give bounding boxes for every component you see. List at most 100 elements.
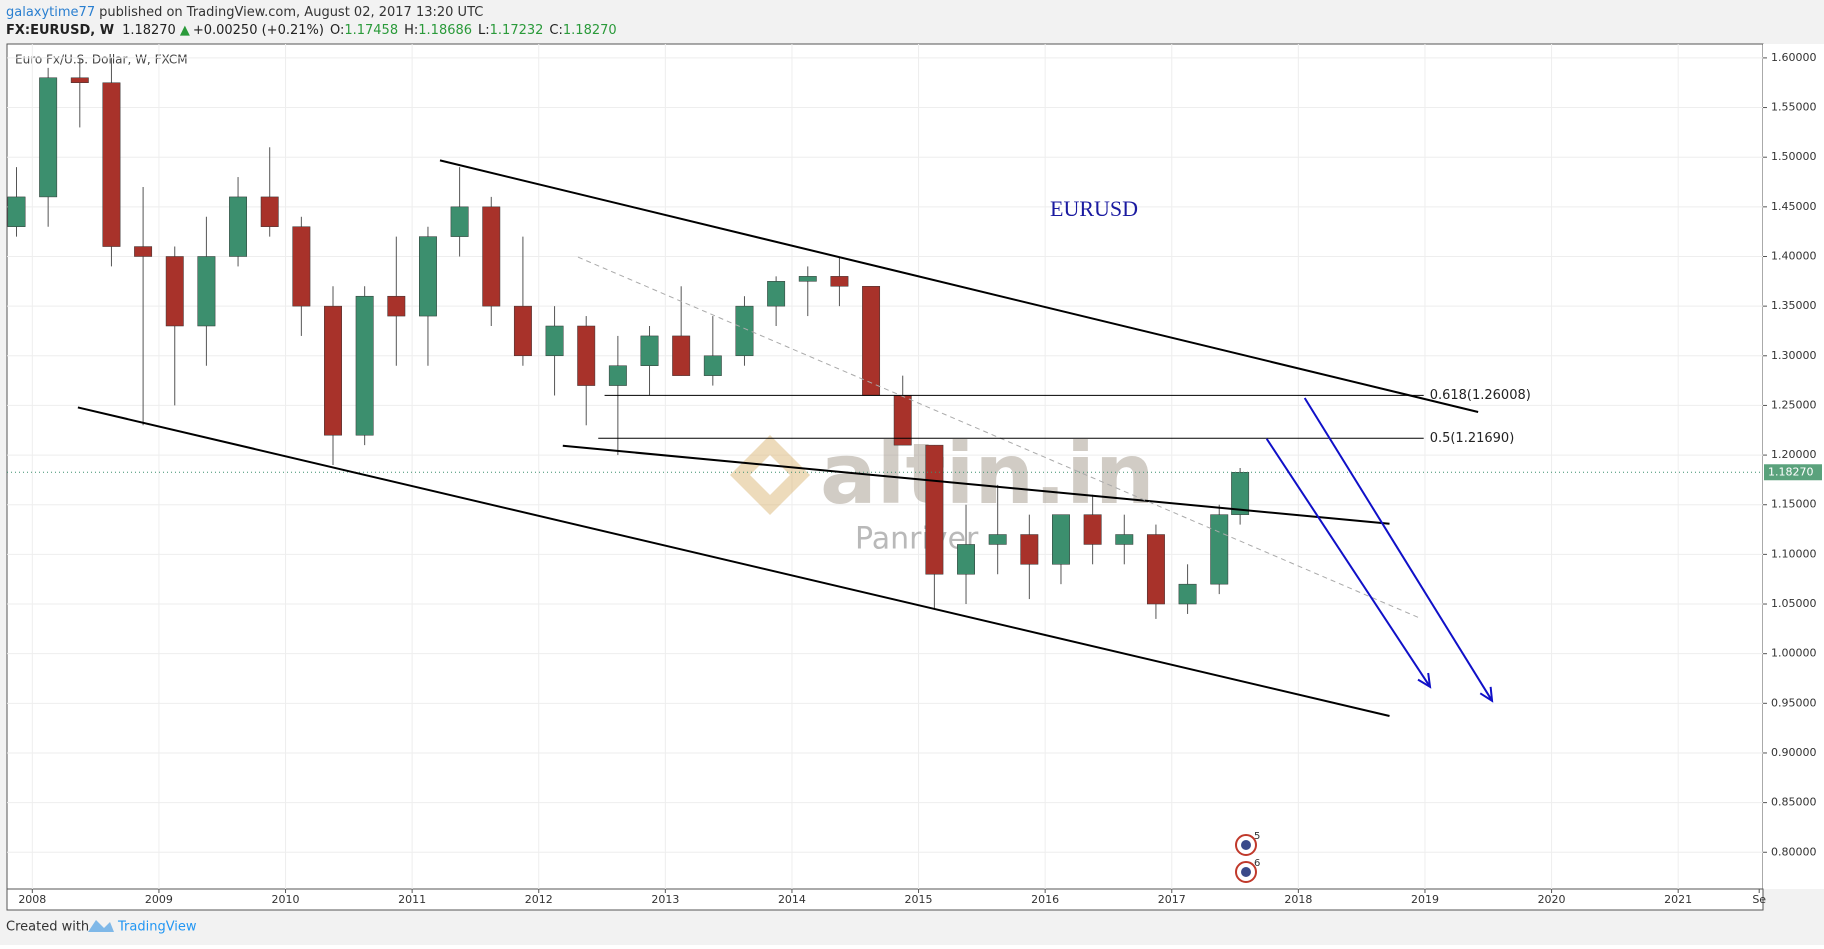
y-tick-label: 1.40000 xyxy=(1771,249,1817,262)
candle-body xyxy=(197,256,216,327)
candle-body xyxy=(798,276,817,282)
candle-body xyxy=(672,335,691,376)
x-tick-label: 2010 xyxy=(272,893,300,906)
ohlc-key: C: xyxy=(549,23,562,38)
y-tick-label: 1.50000 xyxy=(1771,150,1817,163)
arrow: ▲ xyxy=(180,23,190,38)
candle-body xyxy=(324,305,342,436)
footer-brand[interactable]: TradingView xyxy=(117,920,197,935)
x-tick-label: 2017 xyxy=(1158,893,1186,906)
x-tick-label: 2013 xyxy=(651,893,679,906)
candle-body xyxy=(703,355,722,376)
y-tick-label: 1.35000 xyxy=(1771,299,1817,312)
ohlc-value: 1.17232 xyxy=(490,23,544,38)
candle-body xyxy=(1231,472,1250,515)
ohlc-key: H: xyxy=(404,23,418,38)
candle-body xyxy=(640,335,659,366)
candle-body xyxy=(830,276,849,287)
candle-body xyxy=(735,305,754,357)
candle-body xyxy=(450,206,469,237)
annotation: EURUSD xyxy=(1050,196,1138,221)
x-tick-label: 2021 xyxy=(1664,893,1692,906)
candle-body xyxy=(134,246,153,257)
footer-created: Created with xyxy=(6,920,89,935)
candle-body xyxy=(1115,534,1134,545)
y-tick-label: 1.00000 xyxy=(1771,647,1817,660)
y-tick-label: 0.80000 xyxy=(1771,845,1817,858)
candle-body xyxy=(513,305,532,357)
candle-body xyxy=(292,226,311,307)
arrow-head xyxy=(1479,686,1494,703)
watermark: altin.in Panriver xyxy=(730,425,1155,557)
y-tick-label: 1.55000 xyxy=(1771,101,1817,114)
y-tick-label: 1.30000 xyxy=(1771,349,1817,362)
candle-body xyxy=(70,77,89,83)
x-tick-label: Se xyxy=(1752,893,1766,906)
ohlc-key: O: xyxy=(330,23,344,38)
trendline xyxy=(562,444,1390,525)
x-tick-label: 2011 xyxy=(398,893,426,906)
y-tick-label: 0.85000 xyxy=(1771,796,1817,809)
candle-body xyxy=(355,295,374,436)
watermark-brand: altin.in xyxy=(820,425,1155,523)
publisher[interactable]: galaxytime77 xyxy=(6,5,95,20)
fib-label: 0.5(1.21690) xyxy=(1430,431,1515,446)
x-tick-label: 2012 xyxy=(525,893,553,906)
x-tick-label: 2020 xyxy=(1538,893,1566,906)
candle-body xyxy=(39,77,58,198)
grid xyxy=(7,44,1763,889)
ohlc: O:1.17458 H:1.18686 L:1.17232 C:1.18270 xyxy=(330,23,617,38)
plot-area xyxy=(6,43,1764,890)
fib-label: 0.618(1.26008) xyxy=(1430,388,1531,403)
y-tick-label: 1.10000 xyxy=(1771,547,1817,560)
arrow xyxy=(1265,438,1431,688)
legend: Euro Fx/U.S. Dollar, W, FXCM xyxy=(15,53,188,67)
candle-body xyxy=(165,256,184,327)
header-line-2: FX:EURUSD, W 1.18270 ▲ +0.00250 (+0.21%) O:1… xyxy=(6,23,617,38)
symbol: FX:EURUSD, W xyxy=(6,23,114,38)
header-line-1: galaxytime77 published on TradingView.com… xyxy=(6,5,483,20)
candle-body xyxy=(1020,534,1039,565)
event-count: 6 xyxy=(1254,858,1260,869)
candle-body xyxy=(988,534,1007,545)
candle-body xyxy=(102,82,121,247)
y-tick-label: 1.45000 xyxy=(1771,200,1817,213)
candle-body xyxy=(1210,514,1229,585)
candle-body xyxy=(957,544,975,575)
footer-logo xyxy=(88,920,114,932)
candle-body xyxy=(7,196,26,227)
candle-body xyxy=(1146,534,1165,605)
candle-body xyxy=(1083,514,1102,545)
candle-body xyxy=(767,281,786,307)
candle-body xyxy=(577,325,596,386)
candle-body xyxy=(545,325,564,357)
ohlc-value: 1.17458 xyxy=(344,23,398,38)
x-tick-label: 2009 xyxy=(145,893,173,906)
x-tick-label: 2014 xyxy=(778,893,806,906)
x-tick-label: 2018 xyxy=(1284,893,1312,906)
time-axis xyxy=(6,888,1764,911)
x-tick-label: 2015 xyxy=(905,893,933,906)
last-price-box xyxy=(1764,464,1822,481)
candle-body xyxy=(1052,514,1070,565)
candle-body xyxy=(260,196,279,227)
x-tick-label: 2008 xyxy=(18,893,46,906)
candle-body xyxy=(893,395,912,446)
last-price-label: 1.18270 xyxy=(1768,465,1814,478)
watermark-logo xyxy=(730,435,810,515)
x-tick-label: 2016 xyxy=(1031,893,1059,906)
trendline xyxy=(77,406,1390,718)
candle-body xyxy=(419,236,437,317)
change: +0.00250 (+0.21%) xyxy=(193,23,324,38)
y-tick-label: 0.95000 xyxy=(1771,696,1817,709)
event-icon-inner xyxy=(1241,840,1251,850)
y-tick-label: 1.25000 xyxy=(1771,398,1817,411)
y-tick-label: 1.05000 xyxy=(1771,597,1817,610)
candle-body xyxy=(1178,583,1197,605)
candle-body xyxy=(229,196,248,257)
y-tick-label: 1.60000 xyxy=(1771,51,1817,64)
y-tick-label: 0.90000 xyxy=(1771,746,1817,759)
candle-body xyxy=(862,286,881,396)
event-count: 5 xyxy=(1254,831,1260,842)
